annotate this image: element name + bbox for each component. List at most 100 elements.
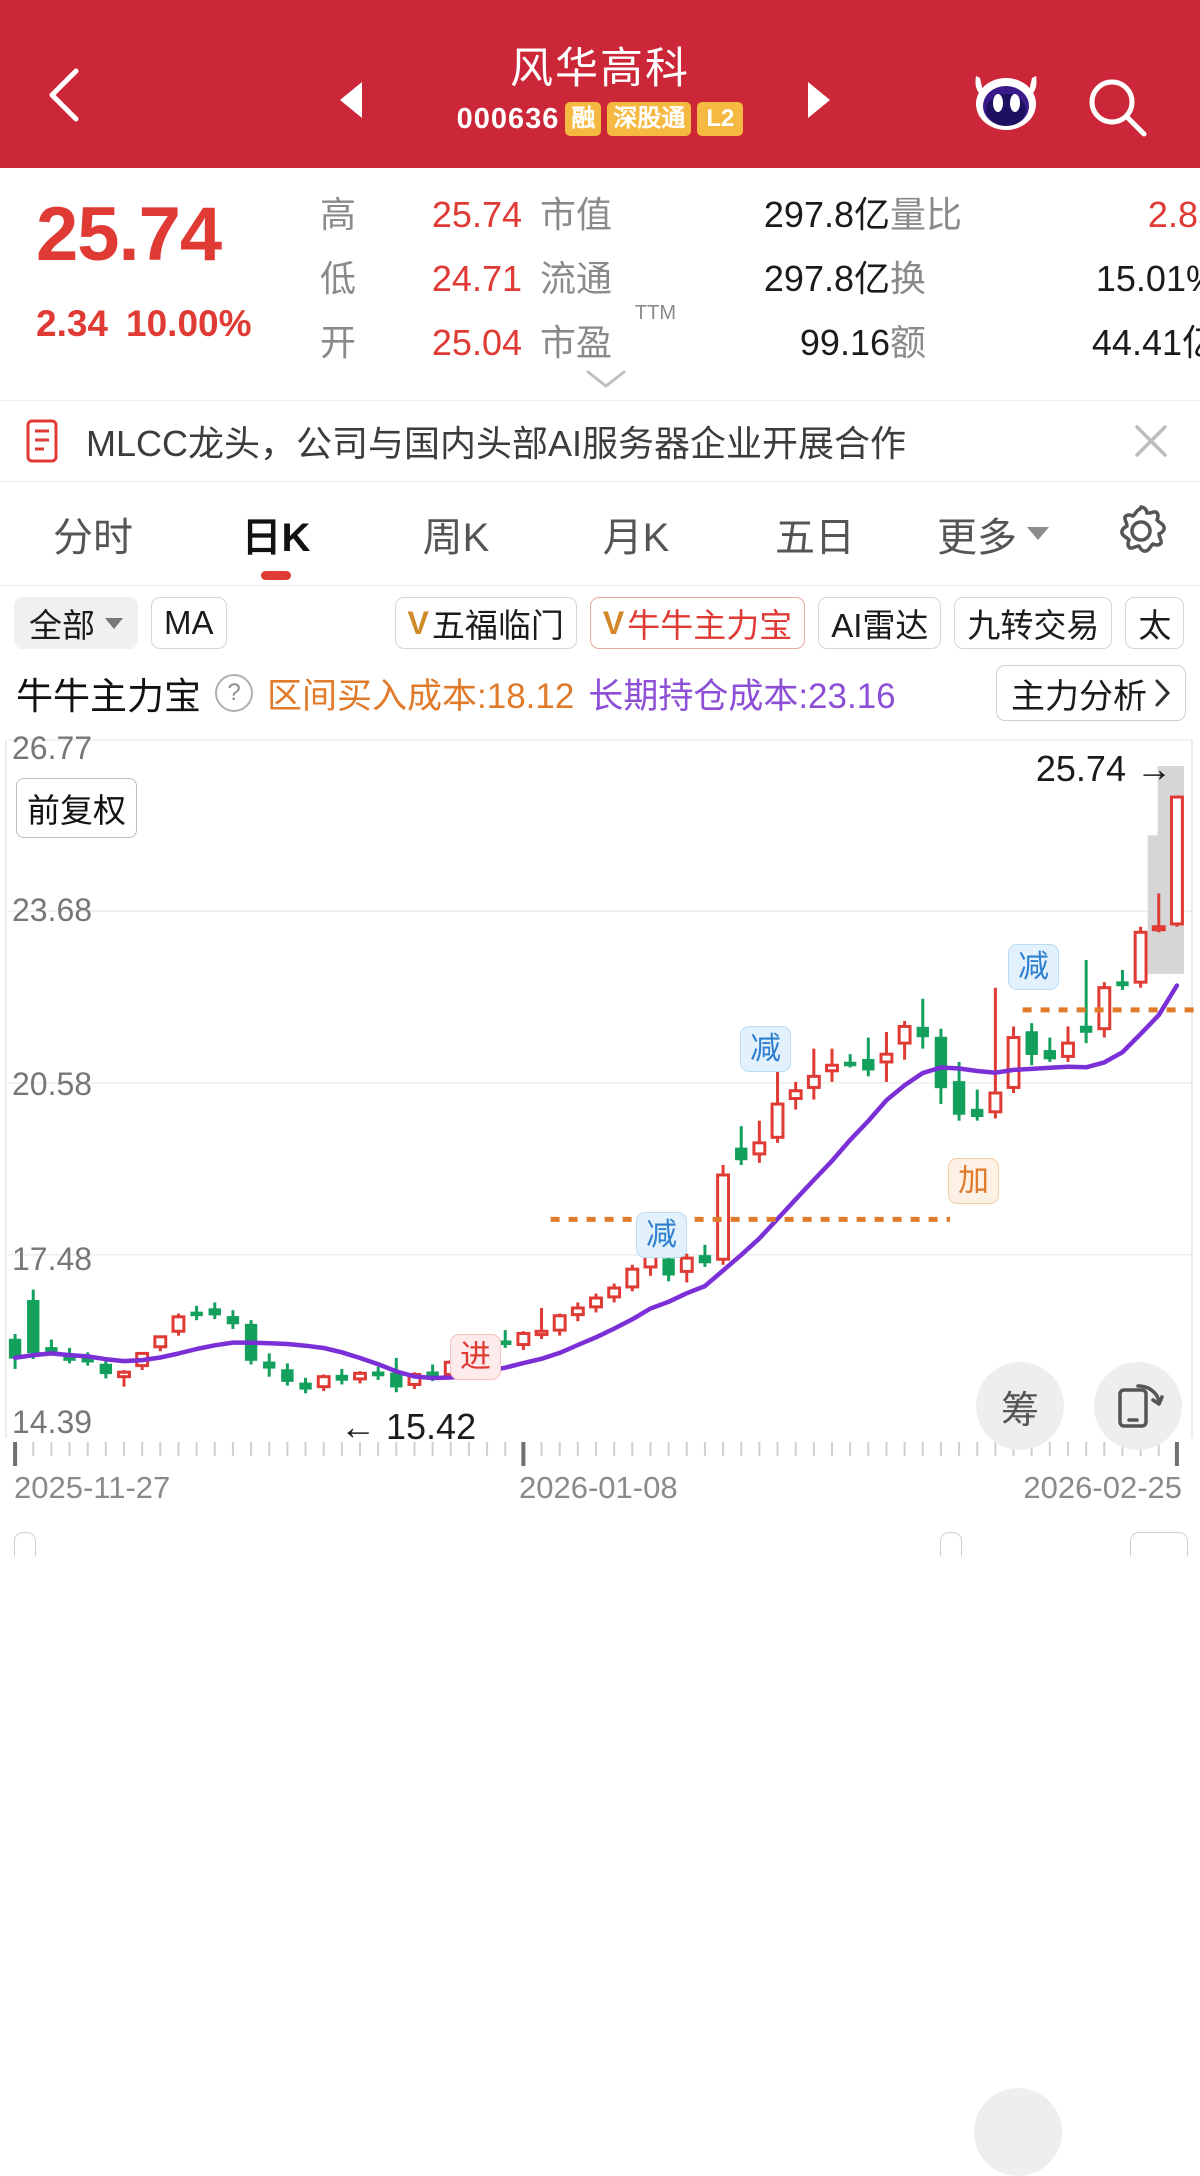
- gear-icon[interactable]: [1110, 500, 1172, 567]
- marker-reduce[interactable]: 减: [636, 1212, 687, 1258]
- vip-mark-icon: V: [407, 604, 429, 641]
- chip-label: 筹码大师: [236, 607, 369, 644]
- quote-stat-row: 高 25.74 市值 297.8亿 量比 2.85: [320, 186, 1200, 250]
- marker-enter[interactable]: 进: [450, 1334, 501, 1380]
- chip-jiuzhuan-jiaoyi[interactable]: 九转交易: [954, 597, 1113, 649]
- stat-label-float: 流通: [540, 258, 613, 299]
- page-title: 风华高科: [510, 45, 690, 93]
- tab-fenshi[interactable]: 分时: [0, 505, 186, 563]
- chip-wufu-linmen[interactable]: V 五福临门: [394, 597, 577, 649]
- tab-month-k[interactable]: 月K: [546, 505, 726, 563]
- chip-tai[interactable]: 太: [1125, 597, 1185, 649]
- stat-value-volratio: 2.85: [1147, 194, 1200, 235]
- stat-label-turnover: 换: [890, 258, 927, 299]
- long-term-hold-cost: 长期持仓成本:23.16: [588, 676, 896, 716]
- chouma-fab[interactable]: 筹: [976, 1362, 1064, 1450]
- chip-label: 太: [1138, 607, 1172, 644]
- stat-value-low: 24.71: [431, 258, 522, 299]
- chevron-down-icon: [105, 617, 123, 629]
- button-label: 主力分析: [1011, 677, 1147, 716]
- x-axis-tick: 2025-11-27: [14, 1470, 171, 1505]
- tag-l2: L2: [697, 102, 744, 136]
- stat-label-low: 低: [320, 258, 357, 299]
- tab-label: 五日: [775, 515, 855, 560]
- main-force-analysis-button[interactable]: 主力分析: [996, 665, 1186, 721]
- vip-mark-icon: V: [602, 604, 625, 641]
- chip-label: 九转交易: [967, 607, 1100, 644]
- stat-label-pe: 市盈 TTM: [540, 302, 676, 366]
- marker-reduce[interactable]: 减: [740, 1026, 791, 1072]
- arrow-left-icon: ←: [340, 1406, 376, 1447]
- indicator-header: 牛牛主力宝 ? 区间买入成本:18.12 长期持仓成本:23.16 主力分析: [0, 660, 1200, 726]
- stock-code: 000636: [456, 102, 560, 135]
- stat-value-high: 25.74: [431, 194, 522, 235]
- question-mark-label: ?: [227, 679, 241, 706]
- app-header: 风华高科 000636 融 深股通 L2: [0, 0, 1200, 168]
- x-axis-date-labels: 2025-11-27 2026-01-08 2026-02-25: [0, 1466, 1200, 1524]
- y-axis-tick: 17.48: [12, 1241, 93, 1277]
- bottom-download-pill[interactable]: [1130, 1532, 1188, 1556]
- change-amount: 2.34: [36, 303, 109, 344]
- cow-mascot-icon[interactable]: [968, 70, 1044, 132]
- tab-label: 更多: [937, 515, 1017, 560]
- candlestick-chart[interactable]: 26.77 23.68 20.58 17.48 14.39 前复权 25.74 …: [0, 726, 1200, 2176]
- stat-value-pe: 99.16: [799, 322, 890, 363]
- close-icon[interactable]: [1128, 418, 1174, 464]
- range-buy-cost: 区间买入成本:18.12: [267, 676, 575, 716]
- news-banner[interactable]: MLCC龙头，公司与国内头部AI服务器企业开展合作: [0, 400, 1200, 482]
- last-price-label: 25.74 →: [1036, 748, 1172, 790]
- stat-value-turnover: 15.01%: [1095, 258, 1200, 299]
- stat-label-marketcap: 市值: [540, 194, 613, 235]
- last-price-value: 25.74: [1035, 748, 1126, 789]
- stat-value-float: 297.8亿: [763, 258, 890, 299]
- stat-value-open: 25.04: [431, 322, 522, 363]
- tab-day-k[interactable]: 日K: [186, 505, 366, 580]
- indicator-chip-row: 全部 MA 筹码大师 V 五福临门 V 牛牛主力宝 AI雷达 九转交易 太: [0, 586, 1200, 660]
- search-icon[interactable]: [1082, 72, 1154, 149]
- triangle-right-icon: [808, 82, 830, 118]
- chip-label: AI雷达: [831, 607, 929, 644]
- chip-ai-leida[interactable]: AI雷达: [818, 597, 942, 649]
- prev-stock-button[interactable]: [340, 82, 362, 118]
- low-price-value: 15.42: [386, 1406, 477, 1447]
- chevron-down-icon[interactable]: [584, 366, 628, 397]
- chip-ma[interactable]: MA: [151, 597, 227, 649]
- chart-period-tabs: 分时 日K 周K 月K 五日 更多: [0, 482, 1200, 586]
- chip-distribution-button[interactable]: [974, 2088, 1062, 2176]
- back-button[interactable]: [38, 66, 90, 124]
- marker-add[interactable]: 加: [948, 1158, 999, 1204]
- stat-label-volratio: 量比: [890, 194, 963, 235]
- quote-stats-grid: 高 25.74 市值 297.8亿 量比 2.85 低 24.71 流通 297…: [320, 186, 1200, 378]
- header-title-block: 风华高科 000636 融 深股通 L2: [0, 44, 1200, 136]
- stock-meta-row: 000636 融 深股通 L2: [0, 102, 1200, 136]
- bottom-right-pill[interactable]: [940, 1532, 962, 1556]
- stat-label-pe-sup: TTM: [634, 302, 676, 324]
- x-axis-tick: 2026-02-25: [1023, 1470, 1182, 1505]
- chip-label: MA: [164, 604, 214, 641]
- adjust-badge[interactable]: 前复权: [16, 778, 137, 838]
- chart-canvas: [5, 739, 1200, 1466]
- news-text: MLCC龙头，公司与国内头部AI服务器企业开展合作: [86, 423, 907, 464]
- tag-margin: 融: [565, 102, 602, 136]
- question-mark-icon[interactable]: ?: [215, 674, 253, 712]
- chip-filter-all[interactable]: 全部: [14, 597, 138, 649]
- bottom-toolbar-clipped: [0, 1524, 1200, 1556]
- quote-stat-row: 开 25.04 市盈 TTM 99.16 额 44.41亿: [320, 302, 1200, 378]
- stat-label-pe-text: 市盈: [540, 322, 613, 363]
- tab-week-k[interactable]: 周K: [366, 505, 546, 563]
- chip-chouma-dashi[interactable]: 筹码大师: [223, 597, 382, 649]
- tab-label: 周K: [422, 515, 490, 560]
- y-axis-tick: 14.39: [12, 1404, 93, 1440]
- bottom-left-pill[interactable]: [14, 1532, 36, 1556]
- tab-label: 月K: [602, 515, 670, 560]
- active-tab-indicator: [261, 570, 291, 580]
- chip-niuniu-zhulibao[interactable]: V 牛牛主力宝: [589, 597, 806, 649]
- fab-label: 筹: [1000, 1389, 1039, 1432]
- tab-more[interactable]: 更多: [904, 505, 1082, 563]
- next-stock-button[interactable]: [808, 82, 830, 118]
- tab-label: 日K: [241, 515, 311, 560]
- rotate-phone-fab[interactable]: [1094, 1362, 1182, 1450]
- marker-reduce[interactable]: 减: [1008, 944, 1059, 990]
- y-axis-tick: 23.68: [12, 892, 93, 928]
- tab-five-day[interactable]: 五日: [726, 505, 904, 563]
